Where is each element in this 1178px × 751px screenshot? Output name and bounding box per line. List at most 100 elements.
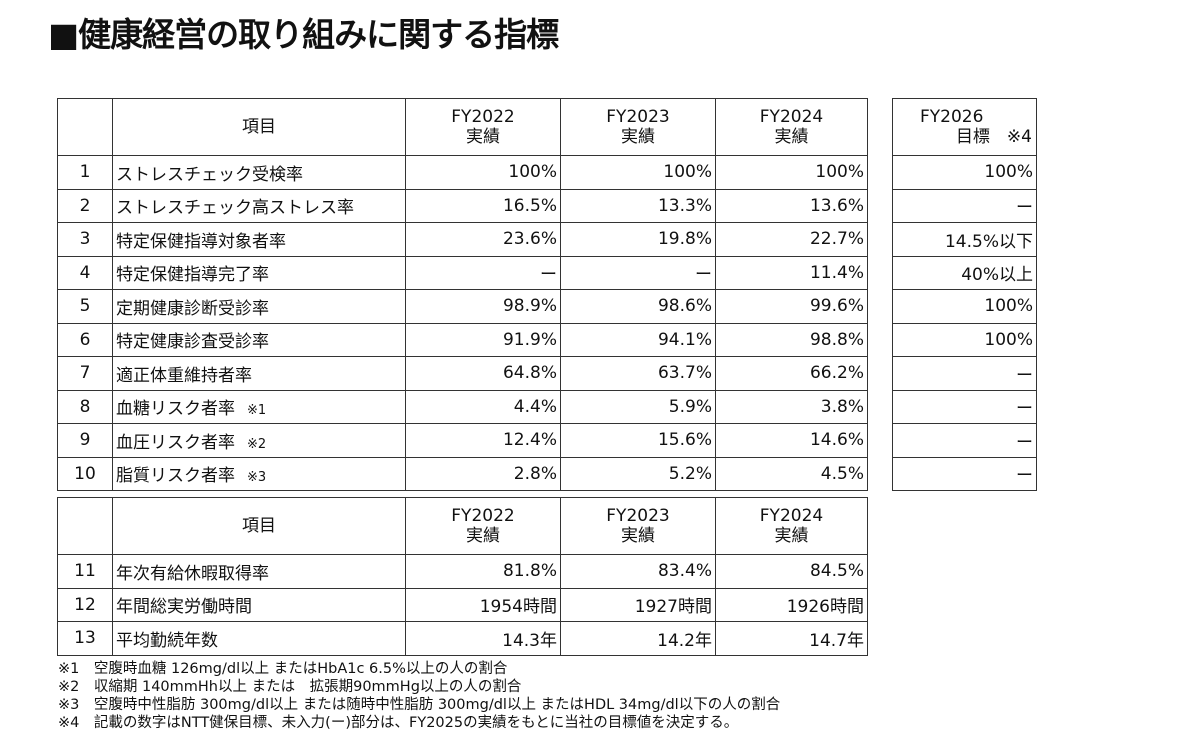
row-number: 13 bbox=[57, 621, 113, 656]
table-row: 11 年次有給休暇取得率 81.8% 83.4% 84.5% bbox=[57, 554, 868, 589]
cell-fy2023: 15.6% bbox=[560, 423, 716, 458]
cell-fy2022: 98.9% bbox=[405, 289, 561, 324]
cell-fy2026-target: 100% bbox=[892, 155, 1037, 190]
table-row: 13 平均勤続年数 14.3年 14.2年 14.7年 bbox=[57, 621, 868, 656]
cell-fy2026-target: ー bbox=[892, 456, 1037, 491]
table-row: 10 脂質リスク者率 ※3 2.8% 5.2% 4.5% bbox=[57, 456, 868, 491]
cell-fy2026-target: ー bbox=[892, 423, 1037, 458]
table-row: 3 特定保健指導対象者率 23.6% 19.8% 22.7% bbox=[57, 222, 868, 257]
footnotes: ※1 空腹時血糖 126mg/dl以上 またはHbA1c 6.5%以上の人の割合… bbox=[58, 660, 780, 732]
header-no bbox=[57, 98, 113, 156]
footnote: ※3 空腹時中性脂肪 300mg/dl以上 または随時中性脂肪 300mg/dl… bbox=[58, 697, 781, 713]
cell-fy2026-target: 40%以上 bbox=[892, 255, 1037, 290]
cell-fy2022: 2.8% bbox=[405, 456, 561, 491]
cell-fy2024: 99.6% bbox=[715, 289, 868, 324]
row-number: 3 bbox=[57, 222, 113, 257]
cell-fy2022: 64.8% bbox=[405, 356, 561, 391]
row-item: 特定保健指導対象者率 bbox=[112, 222, 406, 257]
header-fy2024: FY2024 実績 bbox=[715, 497, 868, 555]
cell-fy2024: 1926時間 bbox=[715, 587, 868, 622]
cell-fy2023: 94.1% bbox=[560, 322, 716, 357]
table-row: 6 特定健康診査受診率 91.9% 94.1% 98.8% bbox=[57, 322, 868, 357]
table-row: 100% bbox=[892, 289, 1037, 324]
row-number: 4 bbox=[57, 255, 113, 290]
cell-fy2024: 13.6% bbox=[715, 188, 868, 223]
cell-fy2022: 81.8% bbox=[405, 554, 561, 589]
row-item: 血糖リスク者率 ※1 bbox=[112, 389, 406, 424]
row-number: 2 bbox=[57, 188, 113, 223]
row-number: 7 bbox=[57, 356, 113, 391]
table-row: ー bbox=[892, 423, 1037, 458]
health-indicators-table: 項目 FY2022 実績 FY2023 実績 FY2024 実績 1 ストレスチェック受… bbox=[57, 98, 868, 491]
row-number: 12 bbox=[57, 587, 113, 622]
row-item: 特定保健指導完了率 bbox=[112, 255, 406, 290]
cell-fy2026-target: ー bbox=[892, 188, 1037, 223]
row-number: 1 bbox=[57, 155, 113, 190]
cell-fy2023: 5.2% bbox=[560, 456, 716, 491]
row-item: 脂質リスク者率 ※3 bbox=[112, 456, 406, 491]
row-number: 9 bbox=[57, 423, 113, 458]
cell-fy2024: 3.8% bbox=[715, 389, 868, 424]
header-fy2024: FY2024 実績 bbox=[715, 98, 868, 156]
table-row: 1 ストレスチェック受検率 100% 100% 100% bbox=[57, 155, 868, 190]
table-row: ー bbox=[892, 389, 1037, 424]
cell-fy2023: 5.9% bbox=[560, 389, 716, 424]
cell-fy2022: 12.4% bbox=[405, 423, 561, 458]
row-number: 6 bbox=[57, 322, 113, 357]
table-row: 8 血糖リスク者率 ※1 4.4% 5.9% 3.8% bbox=[57, 389, 868, 424]
table-row: 100% bbox=[892, 322, 1037, 357]
cell-fy2022: 16.5% bbox=[405, 188, 561, 223]
table-row: ー bbox=[892, 456, 1037, 491]
header-fy2023: FY2023 実績 bbox=[560, 497, 716, 555]
cell-fy2022: 100% bbox=[405, 155, 561, 190]
cell-fy2023: 63.7% bbox=[560, 356, 716, 391]
table-row: ー bbox=[892, 188, 1037, 223]
cell-fy2024: 14.7年 bbox=[715, 621, 868, 656]
cell-fy2022: 91.9% bbox=[405, 322, 561, 357]
cell-fy2022: ー bbox=[405, 255, 561, 290]
row-item: 適正体重維持者率 bbox=[112, 356, 406, 391]
row-number: 8 bbox=[57, 389, 113, 424]
cell-fy2023: 100% bbox=[560, 155, 716, 190]
table-header-row: 項目 FY2022 実績 FY2023 実績 FY2024 実績 bbox=[57, 98, 868, 156]
table-header-row: FY2026 目標 ※4 bbox=[892, 98, 1037, 156]
cell-fy2022: 1954時間 bbox=[405, 587, 561, 622]
table-row: 5 定期健康診断受診率 98.9% 98.6% 99.6% bbox=[57, 289, 868, 324]
cell-fy2023: 1927時間 bbox=[560, 587, 716, 622]
header-fy2026: FY2026 目標 ※4 bbox=[892, 98, 1037, 156]
cell-fy2024: 84.5% bbox=[715, 554, 868, 589]
header-fy2023: FY2023 実績 bbox=[560, 98, 716, 156]
table-row: 9 血圧リスク者率 ※2 12.4% 15.6% 14.6% bbox=[57, 423, 868, 458]
cell-fy2024: 66.2% bbox=[715, 356, 868, 391]
page-title: ■健康経営の取り組みに関する指標 bbox=[48, 15, 559, 54]
footnote: ※4 記載の数字はNTT健保目標、未入力(ー)部分は、FY2025の実績をもとに… bbox=[58, 715, 739, 731]
cell-fy2023: 19.8% bbox=[560, 222, 716, 257]
cell-fy2026-target: ー bbox=[892, 389, 1037, 424]
cell-fy2024: 4.5% bbox=[715, 456, 868, 491]
table-row: ー bbox=[892, 356, 1037, 391]
cell-fy2024: 100% bbox=[715, 155, 868, 190]
header-item: 項目 bbox=[112, 497, 406, 555]
fy2026-target-table: FY2026 目標 ※4 100% ー 14.5%以下 40%以上 100% 100% ーーー… bbox=[892, 98, 1037, 491]
header-item: 項目 bbox=[112, 98, 406, 156]
table-row: 100% bbox=[892, 155, 1037, 190]
footnote: ※2 収縮期 140mmHh以上 または 拡張期90mmHg以上の人の割合 bbox=[58, 679, 522, 695]
row-number: 5 bbox=[57, 289, 113, 324]
cell-fy2024: 14.6% bbox=[715, 423, 868, 458]
table-row: 7 適正体重維持者率 64.8% 63.7% 66.2% bbox=[57, 356, 868, 391]
cell-fy2022: 23.6% bbox=[405, 222, 561, 257]
row-number: 11 bbox=[57, 554, 113, 589]
work-indicators-table: 項目 FY2022 実績 FY2023 実績 FY2024 実績 11 年次有給休暇取得… bbox=[57, 497, 868, 656]
table-row: 40%以上 bbox=[892, 255, 1037, 290]
cell-fy2026-target: 100% bbox=[892, 289, 1037, 324]
row-item: 年間総実労働時間 bbox=[112, 587, 406, 622]
footnote: ※1 空腹時血糖 126mg/dl以上 またはHbA1c 6.5%以上の人の割合 bbox=[58, 661, 508, 677]
cell-fy2026-target: 100% bbox=[892, 322, 1037, 357]
cell-fy2022: 4.4% bbox=[405, 389, 561, 424]
cell-fy2024: 11.4% bbox=[715, 255, 868, 290]
table-row: 2 ストレスチェック高ストレス率 16.5% 13.3% 13.6% bbox=[57, 188, 868, 223]
table-row: 14.5%以下 bbox=[892, 222, 1037, 257]
row-number: 10 bbox=[57, 456, 113, 491]
cell-fy2023: 13.3% bbox=[560, 188, 716, 223]
cell-fy2026-target: ー bbox=[892, 356, 1037, 391]
